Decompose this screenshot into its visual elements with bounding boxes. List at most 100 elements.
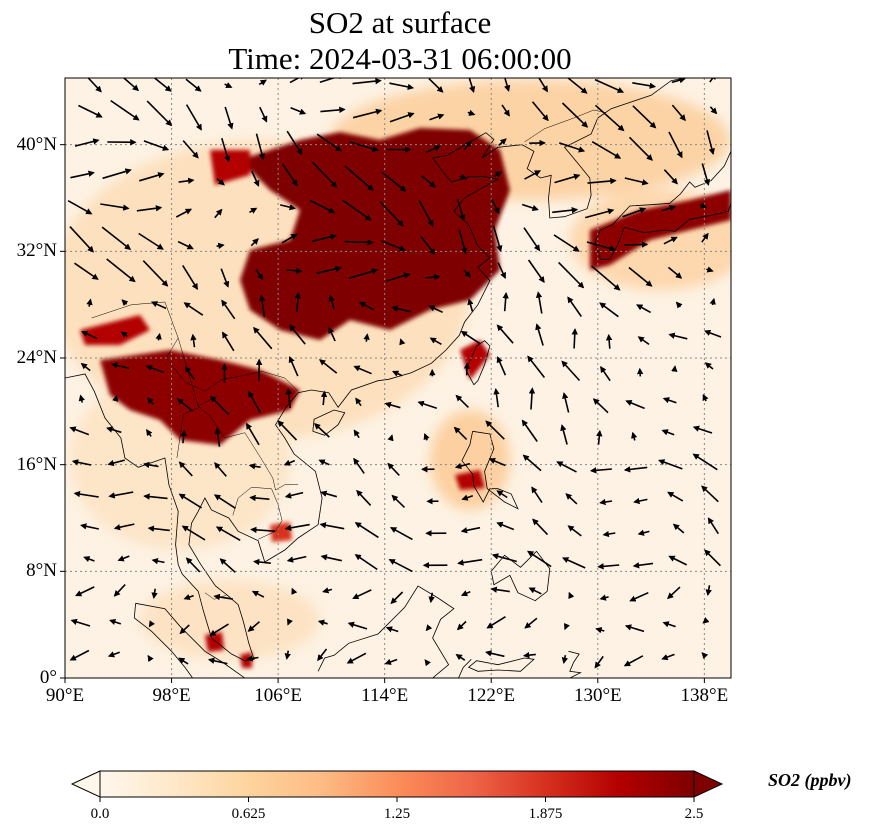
wind-arrow: [667, 266, 683, 279]
wind-arrow: [455, 653, 466, 661]
wind-arrow: [554, 173, 581, 184]
wind-arrow: [699, 202, 708, 209]
wind-arrow: [704, 329, 722, 338]
wind-arrow: [459, 173, 468, 180]
wind-arrow: [353, 365, 372, 375]
wind-arrow: [498, 138, 507, 146]
wind-arrow: [531, 486, 543, 504]
wind-arrow: [184, 365, 195, 380]
wind-arrow: [456, 620, 467, 631]
wind-arrow: [70, 170, 95, 179]
wind-arrow: [283, 459, 296, 466]
wind-arrow: [385, 626, 399, 633]
wind-arrow: [428, 78, 444, 93]
wind-arrow: [597, 563, 620, 570]
wind-arrow: [563, 622, 570, 631]
wind-arrow: [81, 330, 98, 340]
wind-arrow: [352, 108, 383, 119]
wind-arrow: [136, 205, 163, 212]
wind-arrow: [390, 591, 404, 605]
wind-arrow: [625, 399, 645, 410]
wind-arrow: [352, 78, 382, 85]
wind-arrow: [429, 337, 442, 345]
wind-arrow: [522, 651, 536, 659]
wind-arrow: [317, 648, 328, 662]
wind-arrow: [706, 130, 715, 155]
wind-arrow: [248, 390, 262, 414]
wind-arrow: [381, 171, 407, 192]
wind-arrow: [622, 207, 647, 218]
wind-arrow: [348, 268, 379, 280]
wind-arrow: [389, 82, 415, 91]
wind-arrow: [567, 525, 582, 537]
wind-arrow: [637, 529, 650, 536]
wind-arrow: [322, 587, 333, 594]
wind-arrow: [709, 106, 718, 115]
wind-arrow: [706, 266, 714, 273]
wind-arrow: [496, 521, 515, 531]
wind-arrow: [467, 109, 476, 116]
wind-arrow: [207, 657, 228, 665]
wind-arrow: [528, 587, 542, 595]
lat-tick-label: 32°N: [16, 240, 57, 262]
wind-arrow: [287, 618, 293, 626]
wind-arrow: [532, 518, 549, 536]
wind-arrow: [214, 462, 227, 477]
wind-arrow: [701, 485, 719, 503]
wind-arrow: [181, 525, 206, 541]
coastline: [135, 602, 246, 678]
wind-arrow: [80, 362, 91, 372]
wind-arrow: [69, 649, 90, 661]
wind-arrow: [455, 394, 469, 408]
wind-arrow: [358, 301, 375, 311]
wind-arrow: [344, 239, 374, 246]
wind-arrow: [600, 366, 611, 382]
wind-arrow: [428, 592, 435, 604]
wind-arrow: [704, 549, 721, 567]
wind-arrow: [458, 229, 468, 255]
wind-arrow: [521, 419, 538, 442]
wind-arrow: [565, 493, 578, 505]
wind-arrow: [106, 258, 136, 283]
wind-arrow: [425, 145, 441, 154]
wind-arrow: [151, 557, 165, 565]
wind-arrow: [496, 356, 507, 376]
lon-tick-label: 114°E: [361, 685, 409, 706]
wind-arrow: [496, 490, 508, 499]
wind-arrow: [629, 591, 649, 602]
wind-arrow: [633, 497, 648, 505]
wind-arrow: [538, 78, 548, 93]
wind-arrow: [253, 558, 271, 566]
wind-arrow: [671, 104, 686, 122]
wind-arrow: [108, 491, 134, 499]
wind-arrow: [110, 362, 130, 370]
lat-tick-label: 8°N: [26, 560, 57, 582]
coastline: [609, 203, 731, 260]
wind-arrow: [148, 620, 156, 628]
wind-arrow: [662, 621, 676, 628]
wind-arrow: [605, 333, 613, 349]
wind-arrow: [121, 299, 129, 306]
wind-arrow: [215, 526, 241, 541]
wind-arrow: [624, 624, 645, 633]
colorbar-low-extend: [70, 770, 101, 798]
wind-arrow: [255, 133, 265, 161]
wind-arrow: [178, 461, 193, 477]
wind-arrow: [423, 433, 430, 441]
wind-arrow: [425, 273, 441, 281]
wind-arrow: [253, 326, 273, 350]
gridlines: [65, 78, 731, 678]
wind-arrow: [311, 233, 338, 243]
wind-arrow: [704, 362, 714, 370]
wind-arrow: [391, 494, 406, 508]
wind-arrow: [117, 555, 130, 562]
wind-arrow: [624, 177, 649, 186]
wind-arrow: [599, 594, 609, 601]
wind-arrow: [155, 332, 162, 341]
wind-arrow: [602, 530, 616, 538]
wind-arrow: [316, 133, 343, 152]
wind-arrow: [672, 523, 685, 534]
wind-arrow: [113, 523, 135, 531]
wind-arrow: [349, 141, 379, 152]
